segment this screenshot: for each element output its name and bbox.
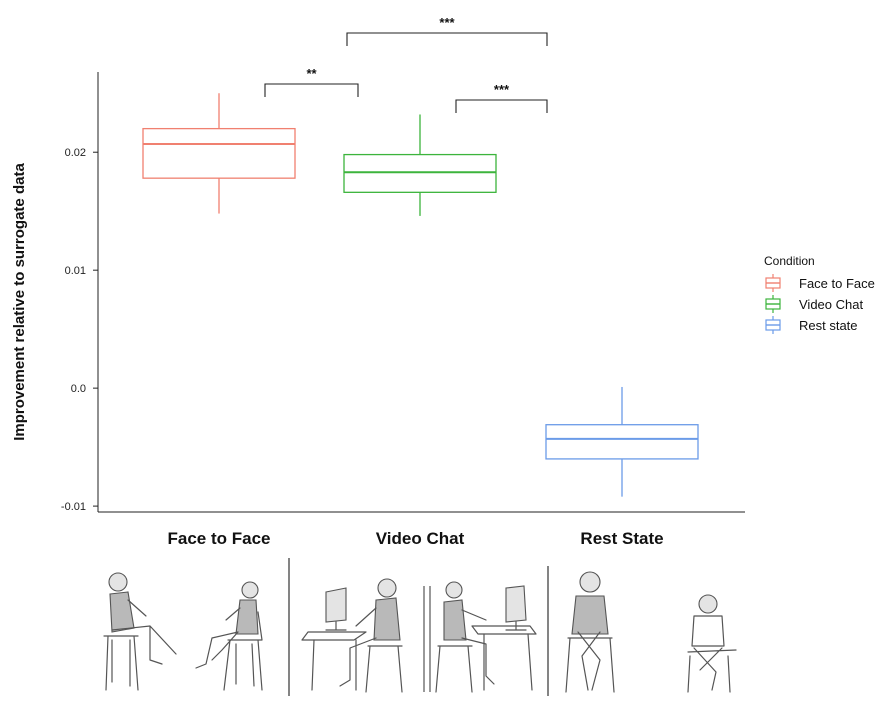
legend: Condition Face to Face Video Chat Rest sta… <box>764 254 875 334</box>
legend-label: Face to Face <box>799 276 875 291</box>
bracket-line <box>455 99 548 113</box>
significance-label: ** <box>306 66 317 81</box>
x-tick-label: Rest State <box>580 529 663 548</box>
two-people-sitting-facing-icon <box>103 572 263 691</box>
y-tick-label: 0.02 <box>65 147 86 159</box>
two-people-video-chat-icon <box>301 578 537 693</box>
two-people-rest-state-icon <box>565 571 737 693</box>
significance-bracket: *** <box>455 82 548 113</box>
legend-item: Video Chat <box>765 295 863 313</box>
box-1 <box>142 93 296 214</box>
y-axis-label: Improvement relative to surrogate data <box>11 163 28 441</box>
significance-bracket: ** <box>264 66 359 97</box>
y-axis-ticks: 0.02 0.01 0.0 -0.01 <box>61 147 98 513</box>
box-iqr <box>142 127 296 179</box>
y-tick-label: 0.0 <box>71 383 86 395</box>
bracket-line <box>264 83 359 97</box>
x-tick-label: Face to Face <box>168 529 271 548</box>
legend-item: Rest state <box>765 316 858 334</box>
legend-label: Rest state <box>799 318 858 333</box>
x-tick-label: Video Chat <box>376 529 465 548</box>
legend-label: Video Chat <box>799 297 863 312</box>
boxes <box>142 93 699 497</box>
y-tick-label: 0.01 <box>65 265 86 277</box>
box-3 <box>545 386 699 497</box>
box-iqr <box>343 153 497 193</box>
significance-label: *** <box>439 15 455 30</box>
bracket-line <box>346 32 548 46</box>
y-tick-label: -0.01 <box>61 501 86 513</box>
significance-brackets: ******** <box>264 15 548 113</box>
box-iqr <box>545 424 699 460</box>
legend-item: Face to Face <box>765 274 875 292</box>
box-2 <box>343 114 497 216</box>
category-labels: Face to Face Video Chat Rest State <box>168 529 664 548</box>
significance-label: *** <box>494 82 510 97</box>
significance-bracket: *** <box>346 15 548 46</box>
legend-title: Condition <box>764 254 815 268</box>
